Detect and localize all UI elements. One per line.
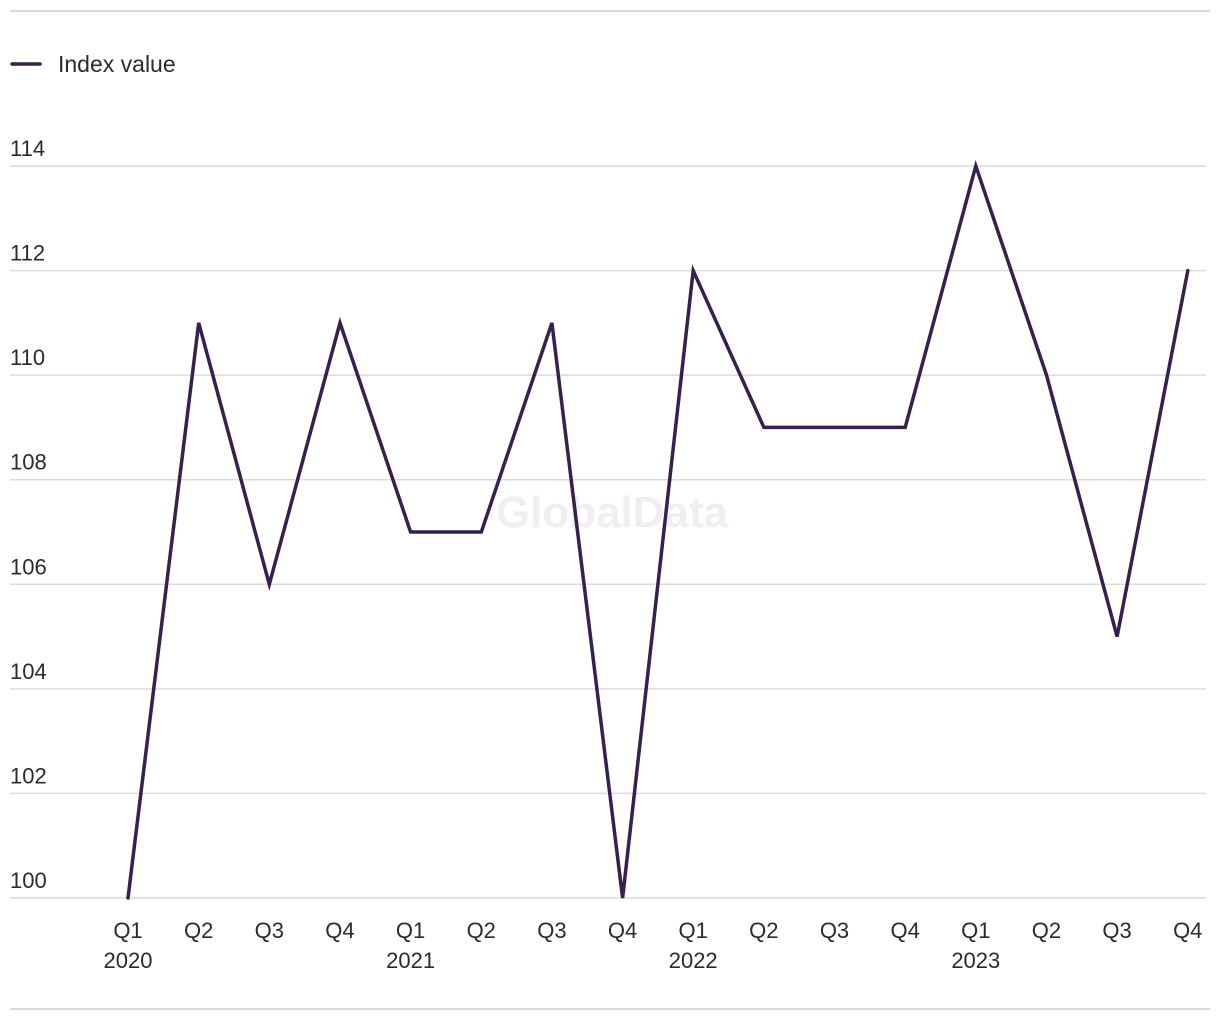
x-tick-label-quarter: Q1 xyxy=(679,918,708,943)
x-tick-label-quarter: Q4 xyxy=(890,918,919,943)
x-tick-label-quarter: Q4 xyxy=(325,918,354,943)
x-tick-label-quarter: Q1 xyxy=(961,918,990,943)
y-tick-label-102: 102 xyxy=(10,763,47,788)
x-axis-ticks: Q1 2020 Q2 Q3 Q4 Q1 2021 Q2 Q3 Q4 Q1 2022 Q2 Q3 Q4 Q1 20… xyxy=(104,918,1203,973)
y-tick-label-100: 100 xyxy=(10,868,47,893)
y-tick-label-104: 104 xyxy=(10,659,47,684)
legend-label-index-value: Index value xyxy=(58,51,176,77)
y-tick-label-114: 114 xyxy=(10,136,45,161)
y-tick-label-112: 112 xyxy=(10,241,45,266)
x-tick-label-quarter: Q4 xyxy=(608,918,637,943)
x-tick-label-quarter: Q2 xyxy=(184,918,213,943)
x-tick-label-year-2020: 2020 xyxy=(104,948,153,973)
series-line-index-value xyxy=(126,159,1190,900)
watermark-text: GlobalData xyxy=(496,488,729,537)
x-tick-label-quarter: Q3 xyxy=(255,918,284,943)
x-tick-label-year-2023: 2023 xyxy=(951,948,1000,973)
x-tick-label-quarter: Q3 xyxy=(1102,918,1131,943)
legend: Index value xyxy=(10,51,176,77)
x-tick-label-year-2022: 2022 xyxy=(669,948,718,973)
y-tick-label-108: 108 xyxy=(10,450,47,475)
x-tick-label-quarter: Q1 xyxy=(113,918,142,943)
y-tick-label-106: 106 xyxy=(10,554,47,579)
series-layer xyxy=(126,159,1190,900)
x-tick-label-quarter: Q2 xyxy=(1032,918,1061,943)
x-tick-label-quarter: Q1 xyxy=(396,918,425,943)
x-tick-label-quarter: Q2 xyxy=(467,918,496,943)
x-tick-label-quarter: Q3 xyxy=(820,918,849,943)
x-tick-label-quarter: Q4 xyxy=(1173,918,1202,943)
y-axis-ticks: 100 102 104 106 108 110 112 114 xyxy=(10,136,47,893)
x-tick-label-quarter: Q2 xyxy=(749,918,778,943)
x-tick-label-quarter: Q3 xyxy=(537,918,566,943)
y-tick-label-110: 110 xyxy=(10,345,45,370)
x-tick-label-year-2021: 2021 xyxy=(386,948,435,973)
grid-lines xyxy=(10,165,1206,899)
